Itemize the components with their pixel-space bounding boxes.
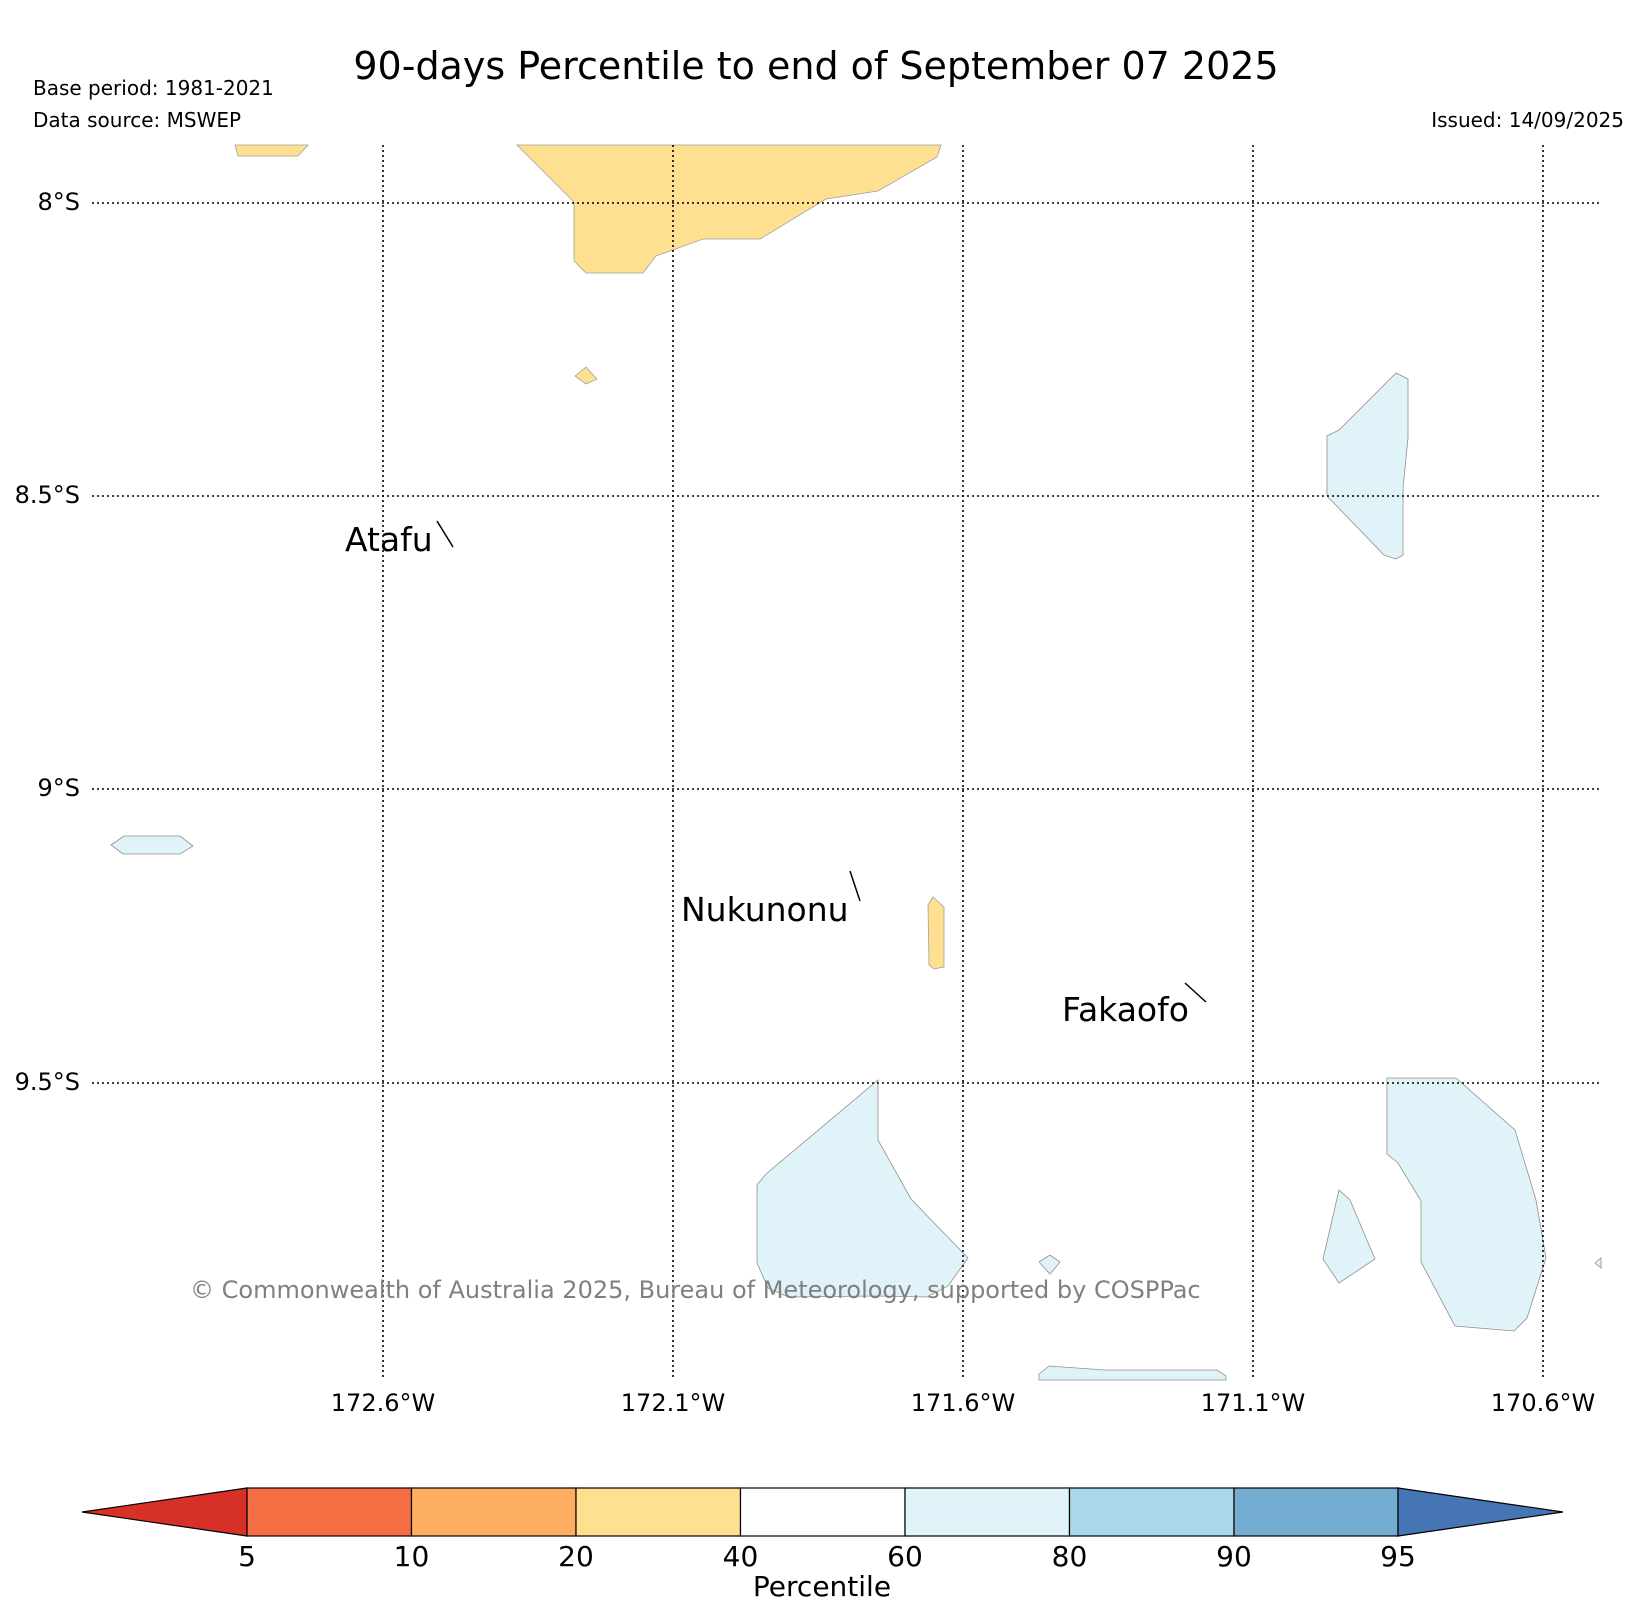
lat-label: 9.5°S — [14, 1068, 80, 1096]
wet-region — [1038, 1365, 1227, 1381]
place-atafu: Atafu — [345, 520, 433, 559]
wet-region — [1326, 372, 1409, 560]
colorbar-segment — [1068, 1487, 1235, 1537]
place-fakaofo: Fakaofo — [1062, 990, 1189, 1029]
wet-region — [1386, 1077, 1547, 1332]
colorbar-segment — [904, 1487, 1071, 1537]
nukunonu-leader — [849, 870, 861, 902]
colorbar-segment — [246, 1487, 413, 1537]
wet-region — [1322, 1189, 1376, 1284]
colorbar-tick: 10 — [393, 1540, 430, 1573]
wet-region — [1594, 1257, 1602, 1269]
place-nukunonu: Nukunonu — [681, 890, 849, 929]
copyright-notice: © Commonwealth of Australia 2025, Bureau… — [190, 1276, 1201, 1304]
dry-region — [574, 366, 598, 385]
colorbar — [81, 1487, 1564, 1537]
lon-label: 171.6°W — [910, 1389, 1016, 1417]
colorbar-segment — [410, 1487, 577, 1537]
colorbar-tick: 5 — [238, 1540, 256, 1573]
dry-region — [234, 144, 309, 157]
region-20-40 — [234, 144, 945, 970]
dry-region — [927, 896, 945, 970]
colorbar-tick: 20 — [558, 1540, 594, 1573]
colorbar-segment — [1233, 1487, 1399, 1537]
lat-label: 9°S — [37, 774, 80, 802]
wet-region — [1038, 1254, 1061, 1275]
graticule — [92, 145, 1601, 1378]
map-title: 90-days Percentile to end of September 0… — [353, 44, 1279, 88]
lat-label: 8°S — [37, 188, 80, 216]
colorbar-tick: 40 — [722, 1540, 759, 1573]
atafu-leader — [436, 520, 454, 548]
lon-label: 172.6°W — [330, 1389, 436, 1417]
colorbar-tick: 60 — [887, 1540, 923, 1573]
data-source: Data source: MSWEP — [33, 108, 242, 132]
base-period: Base period: 1981-2021 — [33, 76, 274, 100]
colorbar-tick: 95 — [1380, 1540, 1416, 1573]
lon-label: 170.6°W — [1490, 1389, 1596, 1417]
lat-label: 8.5°S — [14, 481, 80, 509]
colorbar-extend-high — [1397, 1487, 1564, 1537]
colorbar-segment — [739, 1487, 906, 1537]
fakaofo-leader — [1184, 982, 1207, 1003]
colorbar-tick: 80 — [1051, 1540, 1088, 1573]
region-60-80 — [110, 372, 1602, 1381]
colorbar-tick: 90 — [1216, 1540, 1252, 1573]
dry-region — [516, 144, 942, 274]
lon-label: 172.1°W — [620, 1389, 726, 1417]
colorbar-extend-low — [81, 1487, 248, 1537]
wet-region — [756, 1079, 969, 1298]
lon-label: 171.1°W — [1200, 1389, 1306, 1417]
colorbar-label: Percentile — [752, 1570, 892, 1603]
issued-date: Issued: 14/09/2025 — [1431, 108, 1624, 132]
colorbar-segment — [575, 1487, 742, 1537]
wet-region — [110, 835, 194, 855]
leader-lines — [436, 520, 1207, 1003]
